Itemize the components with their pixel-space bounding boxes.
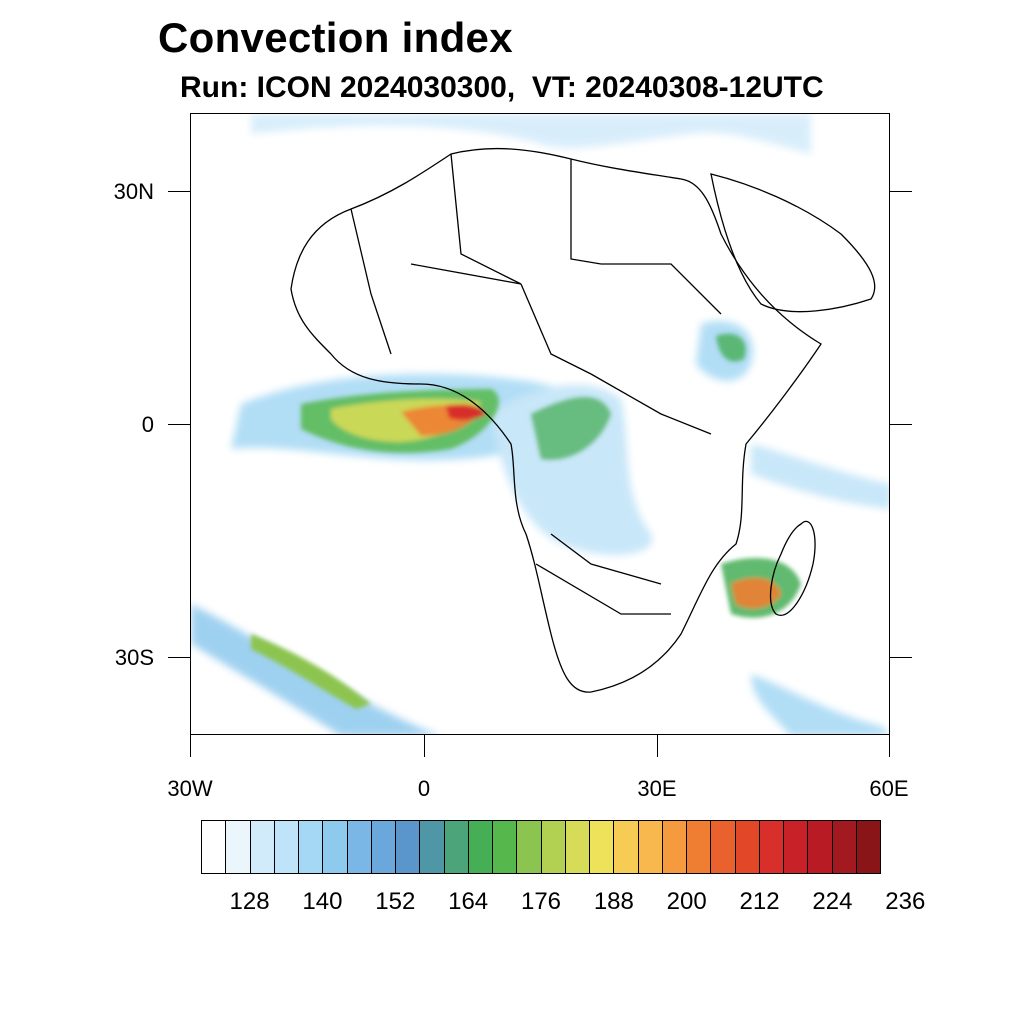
colorbar-cell bbox=[687, 821, 712, 873]
southern-ocean-band-2 bbox=[751, 674, 889, 734]
indian-ocean-band bbox=[751, 444, 889, 509]
border-line-6 bbox=[550, 533, 662, 585]
colorbar-cell bbox=[493, 821, 518, 873]
colorbar-cell bbox=[832, 821, 857, 873]
colorbar-label: 176 bbox=[520, 888, 562, 915]
colorbar-label: 236 bbox=[885, 888, 926, 915]
coastlines-and-borders bbox=[290, 147, 876, 693]
colorbar-cell bbox=[808, 821, 833, 873]
colorbar-cell bbox=[759, 821, 784, 873]
colorbar-label: 212 bbox=[739, 888, 780, 915]
colorbar-cell bbox=[347, 821, 372, 873]
ethiopia-green bbox=[716, 333, 746, 362]
colorbar-label: 152 bbox=[375, 888, 416, 915]
border-line-8 bbox=[410, 263, 522, 285]
colorbar-cell bbox=[662, 821, 687, 873]
colorbar-label: 200 bbox=[666, 888, 707, 915]
border-line-9 bbox=[601, 263, 722, 315]
colorbar bbox=[201, 820, 881, 874]
border-line-5 bbox=[590, 373, 712, 435]
lon-label-0: 0 bbox=[417, 776, 431, 801]
colorbar-cell bbox=[565, 821, 590, 873]
colorbar-cell bbox=[614, 821, 639, 873]
colorbar-cell bbox=[517, 821, 542, 873]
lon-label-30w: 30W bbox=[167, 776, 213, 801]
southern-ocean-band bbox=[191, 604, 436, 734]
mozambique-channel-orange bbox=[731, 578, 781, 609]
mediterranean-band bbox=[251, 114, 811, 154]
lat-label-30n: 30N bbox=[113, 179, 154, 204]
colorbar-cell bbox=[323, 821, 348, 873]
border-line-7 bbox=[535, 563, 671, 615]
colorbar-cell bbox=[371, 821, 396, 873]
y-tick-30s bbox=[168, 657, 190, 658]
colorbar-cell bbox=[420, 821, 445, 873]
y-tick-0-right bbox=[890, 424, 912, 425]
border-line-1 bbox=[350, 208, 392, 355]
x-tick-0 bbox=[424, 735, 425, 757]
border-line-4 bbox=[520, 283, 592, 375]
equatorial-core-red bbox=[446, 404, 486, 421]
border-line-2 bbox=[450, 153, 522, 285]
colorbar-cell bbox=[226, 821, 251, 873]
colorbar-cell bbox=[396, 821, 421, 873]
x-tick-60 bbox=[889, 735, 890, 757]
colorbar-cell bbox=[784, 821, 809, 873]
colorbar-cell bbox=[274, 821, 299, 873]
africa-map bbox=[191, 114, 889, 734]
madagascar-outline bbox=[769, 520, 816, 617]
x-tick-minus30 bbox=[190, 735, 191, 757]
colorbar-label: 128 bbox=[229, 888, 270, 915]
colorbar-cell bbox=[250, 821, 275, 873]
colorbar-cell bbox=[711, 821, 736, 873]
colorbar-cell bbox=[202, 821, 227, 873]
lat-label-0: 0 bbox=[141, 412, 154, 437]
colorbar-label: 140 bbox=[302, 888, 343, 915]
arabian-peninsula-outline bbox=[710, 173, 876, 313]
colorbar-cell bbox=[299, 821, 324, 873]
y-tick-30n-right bbox=[890, 191, 912, 192]
colorbar-label: 164 bbox=[448, 888, 489, 915]
border-line-3 bbox=[570, 159, 602, 265]
lon-label-30e: 30E bbox=[637, 776, 677, 801]
y-tick-30n bbox=[168, 191, 190, 192]
africa-coastline bbox=[290, 147, 822, 693]
colorbar-cell bbox=[444, 821, 469, 873]
lat-label-30s: 30S bbox=[114, 645, 154, 670]
colorbar-cell bbox=[541, 821, 566, 873]
colorbar-cell bbox=[638, 821, 663, 873]
congo-green bbox=[531, 397, 611, 460]
lon-label-60e: 60E bbox=[869, 776, 909, 801]
chart-title: Convection index bbox=[158, 14, 513, 61]
colorbar-cell bbox=[856, 821, 880, 873]
x-tick-30 bbox=[657, 735, 658, 757]
southern-band-green bbox=[251, 634, 371, 709]
colorbar-label: 224 bbox=[812, 888, 853, 915]
y-tick-0 bbox=[168, 424, 190, 425]
colorbar-cell bbox=[735, 821, 760, 873]
map-panel bbox=[190, 113, 890, 735]
y-tick-30s-right bbox=[890, 657, 912, 658]
colorbar-cell bbox=[590, 821, 615, 873]
colorbar-cell bbox=[468, 821, 493, 873]
convection-field bbox=[191, 114, 889, 734]
congo-basin-light bbox=[491, 384, 653, 555]
colorbar-label: 188 bbox=[593, 888, 634, 915]
chart-subtitle: Run: ICON 2024030300, VT: 20240308-12UTC bbox=[180, 71, 824, 104]
